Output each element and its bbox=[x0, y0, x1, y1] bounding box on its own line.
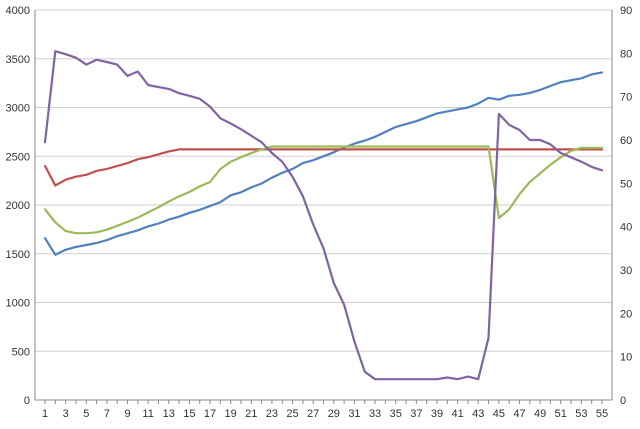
x-tick-label-39: 39 bbox=[431, 408, 443, 420]
y2-tick-label-70: 70 bbox=[620, 92, 632, 104]
x-tick-label-29: 29 bbox=[328, 408, 340, 420]
series-line-4 bbox=[43, 50, 604, 381]
x-tick-label-3: 3 bbox=[63, 408, 69, 420]
y2-tick-label-40: 40 bbox=[620, 222, 632, 234]
x-tick-label-17: 17 bbox=[204, 408, 216, 420]
y-tick-label-1500: 1500 bbox=[6, 249, 30, 261]
x-tick-label-1: 1 bbox=[42, 408, 48, 420]
axes bbox=[34, 10, 613, 404]
x-tick-label-7: 7 bbox=[104, 408, 110, 420]
y-tick-label-0: 0 bbox=[24, 395, 30, 407]
x-tick-label-43: 43 bbox=[472, 408, 484, 420]
series-line-3 bbox=[43, 145, 604, 235]
series-line-1 bbox=[43, 71, 604, 256]
x-tick-label-19: 19 bbox=[225, 408, 237, 420]
y2-tick-label-90: 90 bbox=[620, 5, 632, 17]
y2-tick-label-20: 20 bbox=[620, 308, 632, 320]
y2-tick-label-50: 50 bbox=[620, 178, 632, 190]
x-tick-label-47: 47 bbox=[513, 408, 525, 420]
y2-tick-label-80: 80 bbox=[620, 48, 632, 60]
x-tick-label-11: 11 bbox=[142, 408, 153, 420]
y2-tick-label-60: 60 bbox=[620, 135, 632, 147]
x-tick-label-55: 55 bbox=[596, 408, 608, 420]
y-tick-label-4000: 4000 bbox=[6, 5, 30, 17]
y-tick-label-3500: 3500 bbox=[6, 54, 30, 66]
y2-tick-label-30: 30 bbox=[620, 265, 632, 277]
x-tick-label-33: 33 bbox=[369, 408, 381, 420]
x-tick-label-13: 13 bbox=[163, 408, 175, 420]
x-tick-label-25: 25 bbox=[286, 408, 298, 420]
y-tick-label-1000: 1000 bbox=[6, 298, 30, 310]
tick-labels: 0 500 1000 1500 2000 2500 3000 3500 4000 0 10 20 30 4… bbox=[6, 5, 633, 420]
x-tick-label-31: 31 bbox=[348, 408, 360, 420]
x-tick-label-49: 49 bbox=[534, 408, 546, 420]
y-tick-label-500: 500 bbox=[12, 346, 30, 358]
x-tick-label-15: 15 bbox=[183, 408, 195, 420]
x-tick-label-35: 35 bbox=[390, 408, 402, 420]
y-tick-label-2000: 2000 bbox=[6, 200, 30, 212]
y2-tick-label-10: 10 bbox=[620, 352, 632, 364]
x-tick-label-27: 27 bbox=[307, 408, 319, 420]
x-tick-label-9: 9 bbox=[124, 408, 130, 420]
series-line-2 bbox=[43, 148, 604, 187]
x-tick-label-23: 23 bbox=[266, 408, 278, 420]
gridlines bbox=[35, 9, 612, 352]
y2-tick-label-0: 0 bbox=[620, 395, 626, 407]
y-tick-label-3000: 3000 bbox=[6, 103, 30, 115]
x-tick-label-21: 21 bbox=[245, 408, 257, 420]
x-tick-label-53: 53 bbox=[575, 408, 587, 420]
x-tick-label-5: 5 bbox=[83, 408, 89, 420]
series-lines bbox=[43, 50, 604, 381]
x-tick-label-51: 51 bbox=[555, 408, 567, 420]
x-tick-label-45: 45 bbox=[493, 408, 505, 420]
x-tick-label-41: 41 bbox=[451, 408, 463, 420]
x-tick-label-37: 37 bbox=[410, 408, 422, 420]
y-tick-label-2500: 2500 bbox=[6, 151, 30, 163]
